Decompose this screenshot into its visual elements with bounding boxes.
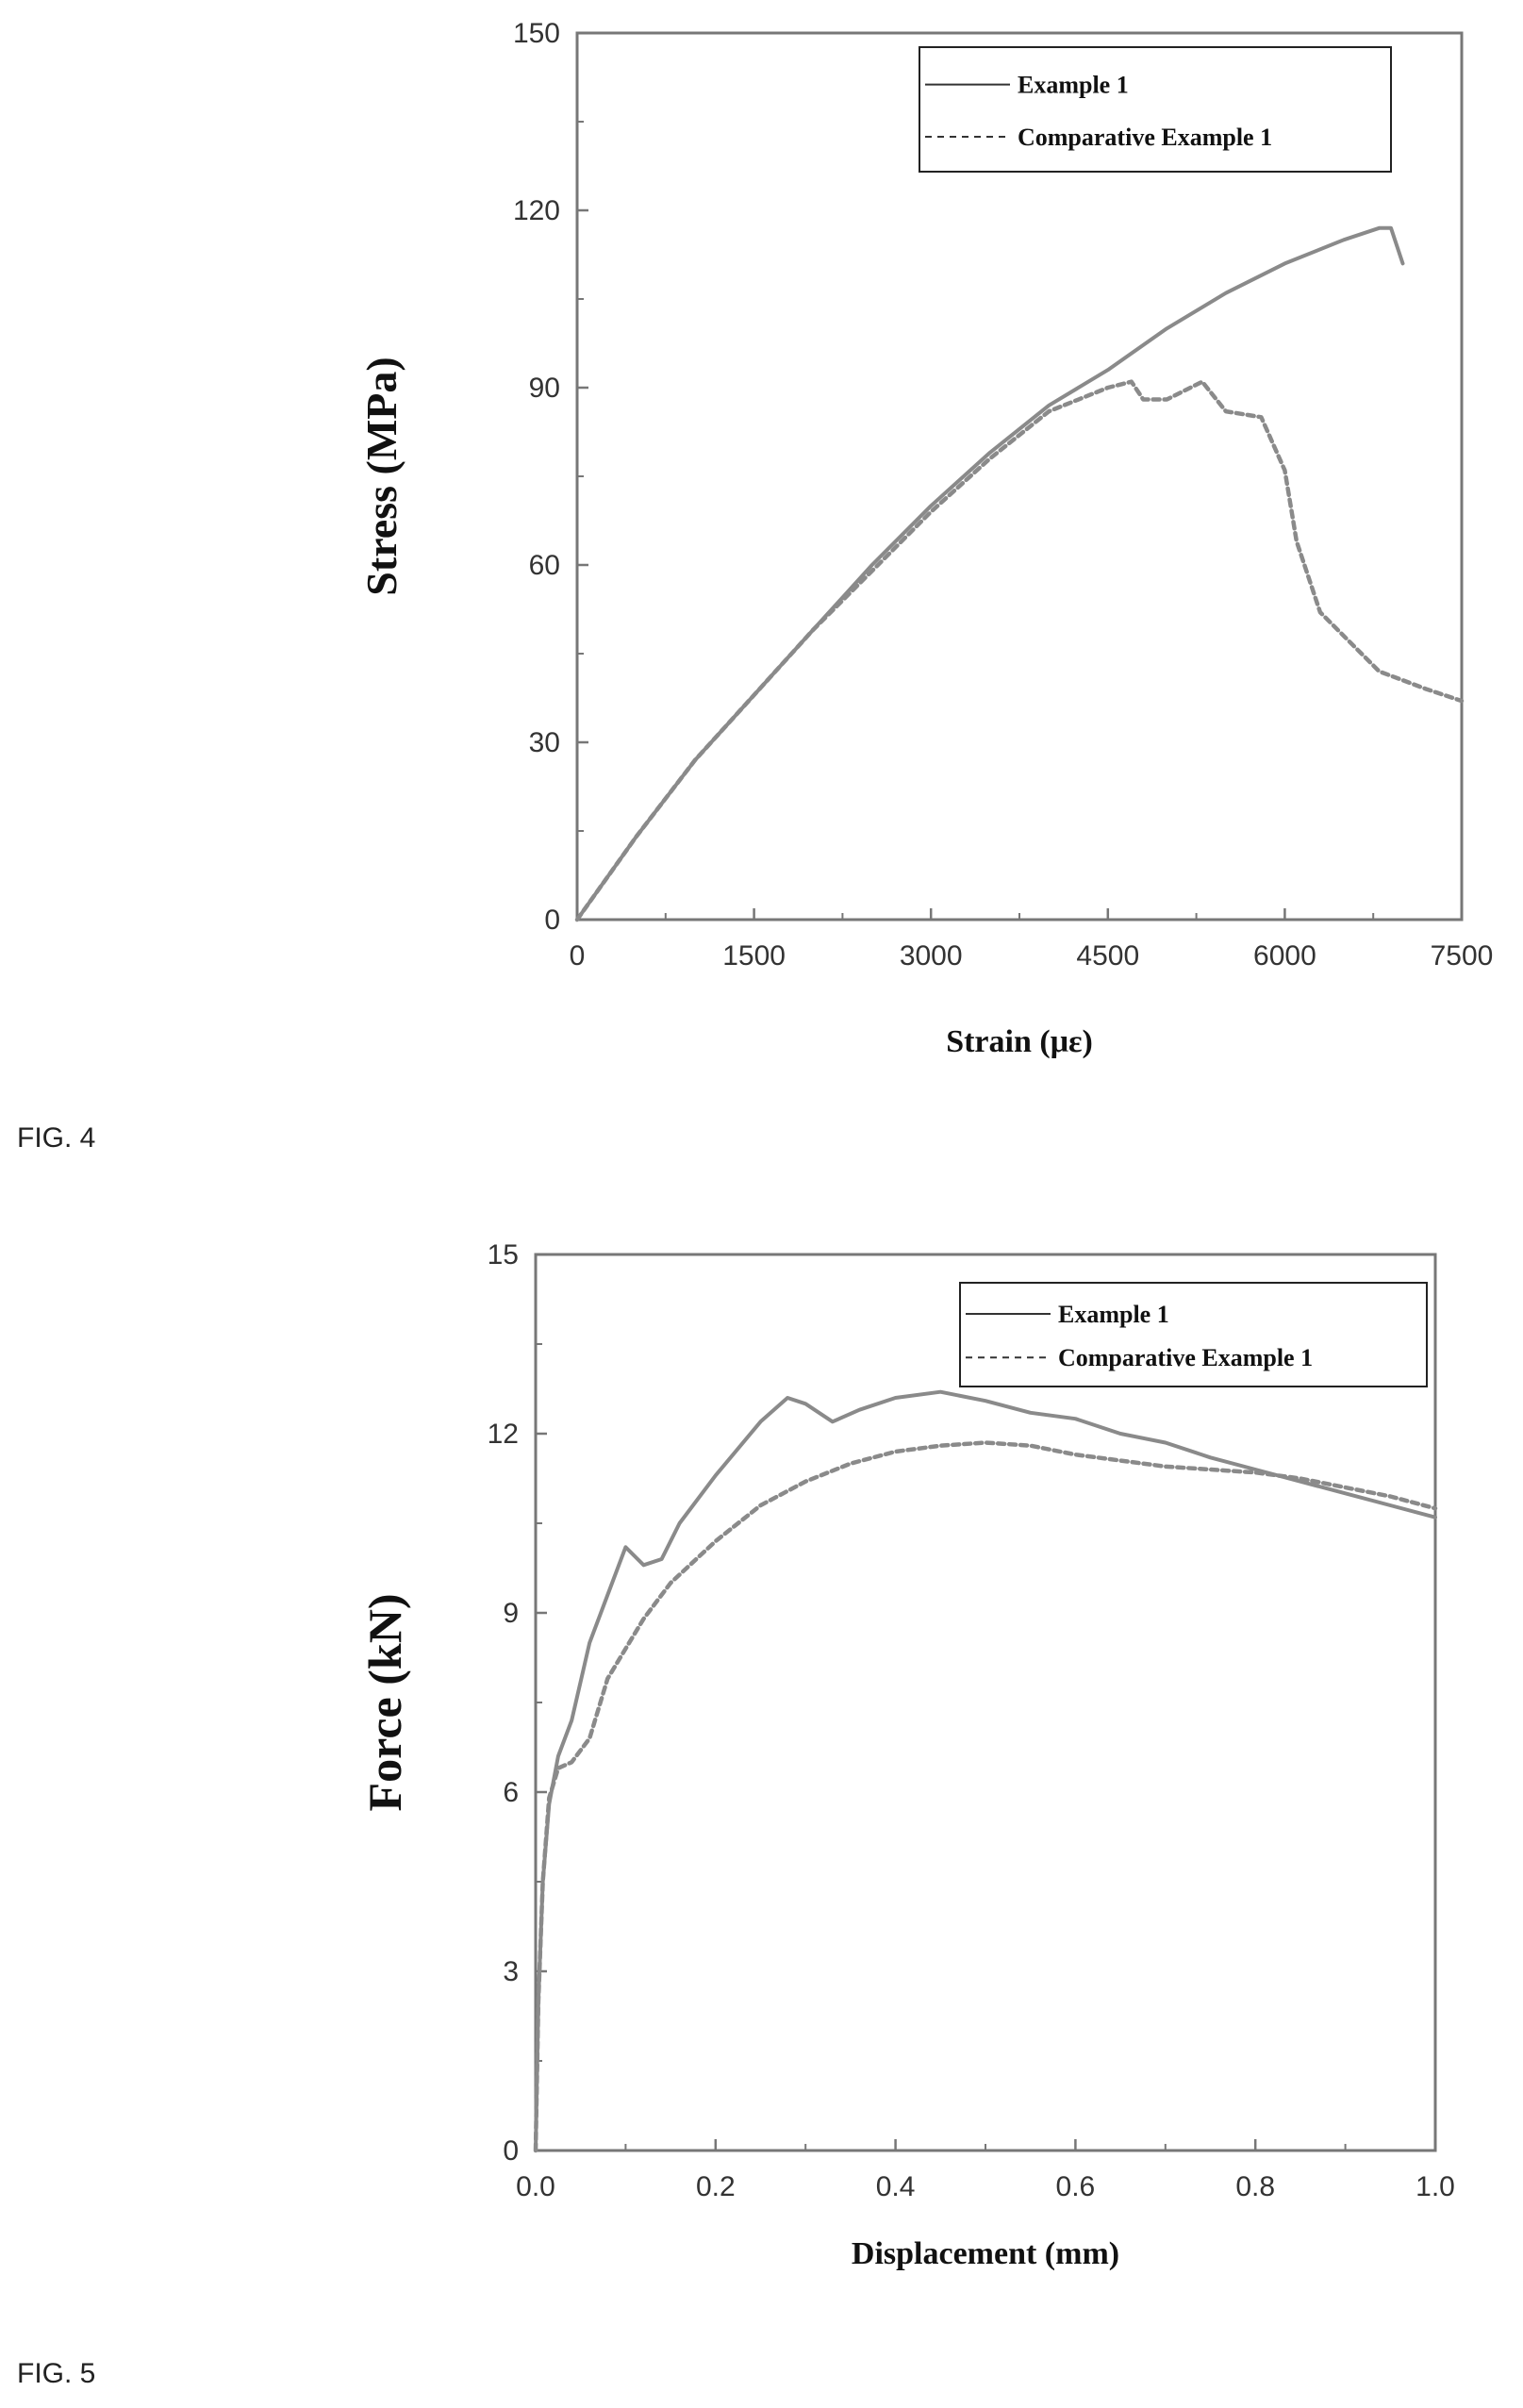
x-tick-label: 0.2 xyxy=(696,2171,736,2202)
x-axis-title: Displacement (mm) xyxy=(852,2236,1119,2271)
figure-label-fig4: FIG. 4 xyxy=(17,1122,96,1154)
x-tick-label: 0 xyxy=(570,940,586,972)
series-line-comparative-example-1 xyxy=(574,379,1465,922)
legend-label: Example 1 xyxy=(1058,1301,1169,1328)
legend-box xyxy=(919,46,1392,173)
y-tick-label: 0 xyxy=(544,905,560,936)
legend-label: Comparative Example 1 xyxy=(1058,1344,1313,1371)
chart-force-displacement: 0.0 0.2 0.4 0.6 0.8 1.0 0 3 6 9 12 15 Displacement (… xyxy=(358,1239,1455,2271)
legend-box xyxy=(959,1282,1428,1387)
y-tick-label: 60 xyxy=(529,550,560,581)
y-tick-label: 150 xyxy=(513,18,560,49)
x-tick-label: 0.4 xyxy=(876,2171,916,2202)
series-line-example-1 xyxy=(534,1389,1437,2152)
x-axis-title: Strain (με) xyxy=(946,1024,1093,1059)
y-tick-label: 6 xyxy=(503,1777,519,1808)
y-tick-label: 3 xyxy=(503,1956,519,1987)
y-tick-label: 12 xyxy=(488,1419,519,1450)
y-axis-title: Force (kN) xyxy=(358,1594,411,1812)
x-tick-label: 0.8 xyxy=(1235,2171,1275,2202)
y-tick-label: 30 xyxy=(529,727,560,758)
figure-label-fig5: FIG. 5 xyxy=(17,2358,96,2389)
y-tick-label: 90 xyxy=(529,373,560,404)
chart-stress-strain: 0 1500 3000 4500 6000 7500 0 30 60 90 120 150 Strain… xyxy=(357,18,1494,1059)
y-axis-title: Stress (MPa) xyxy=(357,357,406,595)
x-tick-label: 1500 xyxy=(722,940,786,972)
series-line-comparative-example-1 xyxy=(533,1440,1438,2153)
x-tick-label: 0.0 xyxy=(516,2171,555,2202)
x-tick-label: 4500 xyxy=(1076,940,1139,972)
y-tick-label: 9 xyxy=(503,1598,519,1629)
legend-label: Example 1 xyxy=(1018,72,1129,99)
x-tick-label: 1.0 xyxy=(1415,2171,1455,2202)
legend-label: Comparative Example 1 xyxy=(1018,124,1272,151)
x-tick-label: 0.6 xyxy=(1056,2171,1096,2202)
x-tick-label: 3000 xyxy=(900,940,963,972)
x-tick-label: 7500 xyxy=(1431,940,1494,972)
y-tick-label: 15 xyxy=(488,1239,519,1270)
x-tick-label: 6000 xyxy=(1253,940,1316,972)
y-tick-label: 0 xyxy=(503,2135,519,2167)
plot-frame xyxy=(534,1253,1437,2152)
y-tick-label: 120 xyxy=(513,195,560,226)
series-line-example-1 xyxy=(575,225,1405,922)
